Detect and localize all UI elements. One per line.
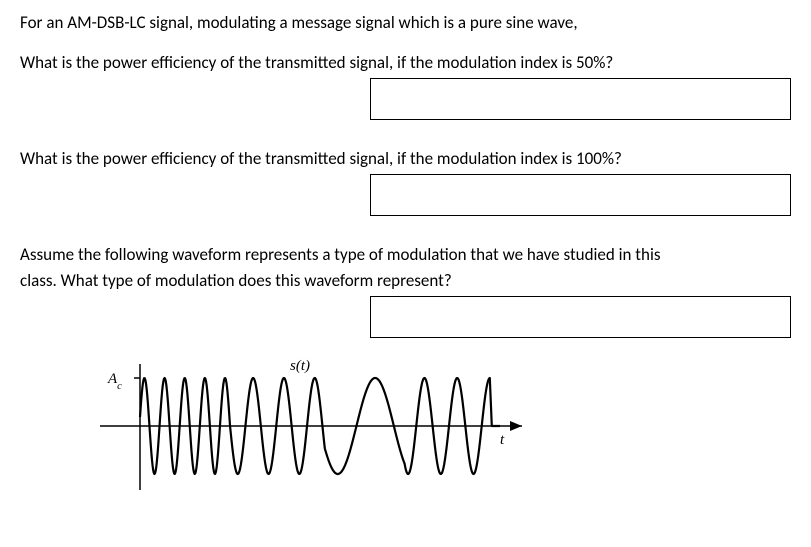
question-1: What is the power efficiency of the tran…: [20, 52, 791, 74]
answer-box-3[interactable]: [370, 296, 791, 338]
svg-text:t: t: [500, 432, 505, 448]
fm-waveform-svg: s(t) Ac t: [70, 356, 530, 496]
intro-text: For an AM-DSB-LC signal, modulating a me…: [20, 12, 791, 34]
svg-text:s(t): s(t): [290, 358, 310, 374]
answer-box-1[interactable]: [370, 78, 791, 120]
question-3-line1: Assume the following waveform represents…: [20, 244, 791, 266]
waveform-figure: s(t) Ac t: [70, 356, 791, 496]
answer-box-2[interactable]: [370, 174, 791, 216]
svg-text:Ac: Ac: [107, 371, 122, 392]
question-3-line2: class. What type of modulation does this…: [20, 270, 791, 292]
question-2: What is the power efficiency of the tran…: [20, 148, 791, 170]
